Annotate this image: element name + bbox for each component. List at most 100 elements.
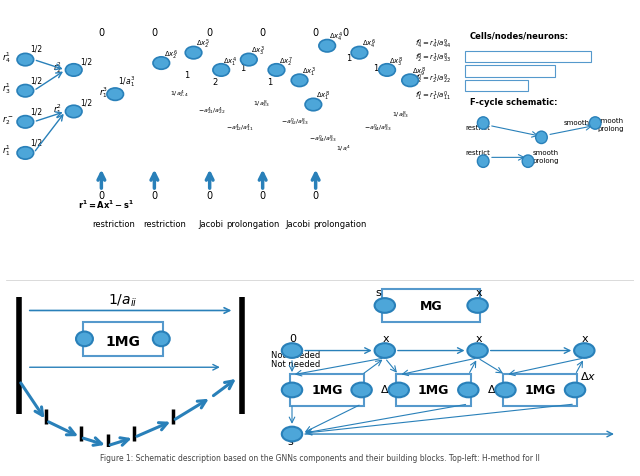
Circle shape: [65, 106, 82, 119]
Circle shape: [351, 383, 372, 397]
Text: 1/2: 1/2: [30, 45, 42, 54]
Circle shape: [282, 427, 302, 441]
Text: x: x: [476, 333, 482, 343]
Text: prolongation: prolongation: [314, 219, 367, 228]
Text: x: x: [476, 288, 482, 298]
Circle shape: [388, 383, 409, 397]
Text: Not needed: Not needed: [271, 359, 321, 368]
Text: 0: 0: [99, 190, 104, 200]
Text: $1/a^8_{33}$: $1/a^8_{33}$: [253, 98, 271, 109]
Text: $f^0_1=r^1_1/a^0_{11}$: $f^0_1=r^1_1/a^0_{11}$: [415, 89, 451, 103]
Text: 0: 0: [312, 28, 319, 38]
Text: 1: 1: [373, 64, 378, 73]
Circle shape: [495, 383, 516, 397]
Text: $r^1_1$: $r^1_1$: [3, 143, 12, 158]
Text: $r^-_2$: $r^-_2$: [3, 115, 13, 127]
FancyBboxPatch shape: [83, 323, 163, 356]
Text: $f^8_2=r^1_3/a^8_{33}$: $f^8_2=r^1_3/a^8_{33}$: [415, 52, 451, 65]
Text: $\Delta x^4_1$: $\Delta x^4_1$: [223, 55, 237, 69]
Circle shape: [565, 383, 585, 397]
Text: 1/2: 1/2: [81, 99, 93, 107]
Text: $\Delta x^4_4$: $\Delta x^4_4$: [330, 31, 344, 44]
Text: 0: 0: [151, 190, 157, 200]
Text: $1/a^8_{33}$: $1/a^8_{33}$: [392, 109, 409, 119]
Text: s: s: [376, 288, 381, 298]
Text: 0: 0: [342, 28, 349, 38]
Circle shape: [213, 65, 230, 77]
Text: 1: 1: [346, 53, 351, 62]
Circle shape: [458, 383, 479, 397]
Text: x: x: [582, 333, 589, 343]
Text: 0: 0: [290, 333, 297, 343]
Text: Jacobi: Jacobi: [198, 219, 223, 228]
Text: $-a^4_{21}/a^4_{22}$: $-a^4_{21}/a^4_{22}$: [198, 105, 226, 116]
Circle shape: [185, 47, 202, 60]
Text: $\Delta x^8_1$: $\Delta x^8_1$: [316, 89, 330, 103]
Circle shape: [589, 118, 601, 130]
Text: $f^0_2=r^1_2/a^9_{22}$: $f^0_2=r^1_2/a^9_{22}$: [415, 72, 451, 86]
Text: prolongation: prolongation: [226, 219, 279, 228]
Text: $1/a^3_1$: $1/a^3_1$: [118, 74, 135, 89]
Text: prolong: prolong: [532, 158, 559, 164]
Text: $r^3_1$: $r^3_1$: [99, 85, 108, 99]
Text: $\mathbf{r^1=Ax^1-s^1}$: $\mathbf{r^1=Ax^1-s^1}$: [78, 198, 134, 211]
Text: 1/2: 1/2: [30, 76, 42, 85]
Circle shape: [305, 99, 322, 111]
Text: 0: 0: [260, 28, 266, 38]
Circle shape: [351, 47, 368, 60]
Text: s: s: [287, 436, 293, 446]
Text: smooth: smooth: [532, 150, 559, 156]
Text: $1/a^4_.$: $1/a^4_.$: [337, 143, 351, 154]
Text: 2: 2: [212, 78, 217, 87]
FancyBboxPatch shape: [465, 52, 591, 63]
Circle shape: [282, 344, 302, 358]
Text: $\Delta x^3_3$: $\Delta x^3_3$: [251, 45, 265, 58]
Text: Figure 1: Schematic description based on the GNNs components and their building : Figure 1: Schematic description based on…: [100, 453, 540, 462]
Text: $r^2_1$: $r^2_1$: [53, 102, 62, 117]
Text: 1/2: 1/2: [30, 107, 42, 116]
Circle shape: [291, 75, 308, 88]
Text: 1: 1: [184, 71, 189, 79]
Text: $r^1_3$: $r^1_3$: [3, 81, 12, 96]
Text: 0: 0: [151, 28, 157, 38]
Text: smooth: smooth: [598, 118, 623, 124]
Text: $1/a^4_{2,4}$: $1/a^4_{2,4}$: [170, 89, 190, 99]
Text: 0: 0: [99, 28, 104, 38]
Text: 1: 1: [239, 64, 245, 73]
FancyBboxPatch shape: [465, 66, 556, 78]
Text: restrict: restrict: [465, 150, 490, 156]
Circle shape: [282, 383, 302, 397]
Circle shape: [379, 65, 396, 77]
Text: 1MG: 1MG: [525, 384, 556, 397]
Circle shape: [374, 298, 395, 313]
Circle shape: [65, 65, 82, 77]
Text: $\Delta x^8_9$: $\Delta x^8_9$: [412, 66, 426, 79]
Text: $\Delta x^3_1$: $\Delta x^3_1$: [302, 66, 316, 79]
Text: $1/a_{ii}$: $1/a_{ii}$: [108, 292, 138, 308]
Text: $\Delta x^6_4$: $\Delta x^6_4$: [362, 38, 376, 51]
Text: prolong: prolong: [598, 126, 624, 132]
Text: $-a^0_{34}/a^8_{33}$: $-a^0_{34}/a^8_{33}$: [364, 122, 392, 133]
Circle shape: [153, 58, 170, 70]
Text: 1MG: 1MG: [418, 384, 449, 397]
Text: 1: 1: [268, 78, 273, 87]
Text: 1MG: 1MG: [311, 384, 342, 397]
Text: Jacobi: Jacobi: [285, 219, 311, 228]
FancyBboxPatch shape: [465, 80, 529, 92]
Text: restriction: restriction: [143, 219, 186, 228]
Circle shape: [17, 85, 34, 98]
Text: $r^1_4$: $r^1_4$: [3, 50, 12, 65]
Text: $\Delta x^8_3$: $\Delta x^8_3$: [389, 55, 403, 69]
FancyBboxPatch shape: [396, 374, 470, 406]
Text: $\Delta x^5_2$: $\Delta x^5_2$: [196, 38, 210, 51]
Circle shape: [17, 54, 34, 67]
Circle shape: [17, 116, 34, 129]
Circle shape: [17, 148, 34, 160]
Circle shape: [574, 344, 595, 358]
Text: 0: 0: [207, 28, 212, 38]
FancyBboxPatch shape: [503, 374, 577, 406]
Text: 1MG: 1MG: [106, 334, 140, 348]
Circle shape: [477, 118, 489, 130]
Circle shape: [268, 65, 285, 77]
Circle shape: [76, 332, 93, 347]
